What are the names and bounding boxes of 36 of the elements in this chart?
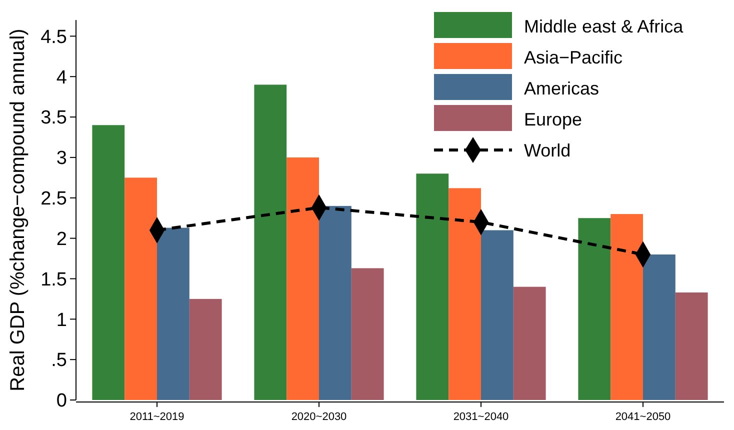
legend-label: World: [524, 140, 571, 160]
bar: [643, 254, 676, 400]
x-tick-label: 2041~2050: [615, 411, 671, 423]
y-tick-label: 2: [56, 228, 67, 250]
y-tick-label: .5: [51, 350, 67, 372]
bar: [675, 292, 708, 400]
bar: [124, 178, 157, 400]
bar: [157, 228, 190, 400]
legend-label: Europe: [524, 109, 582, 130]
y-axis-title: Real GDP (%change−compound annual): [7, 28, 29, 392]
bar: [416, 174, 449, 400]
y-tick-label: 0: [56, 390, 67, 412]
bar: [254, 84, 287, 400]
bar: [189, 298, 222, 400]
bar: [481, 230, 514, 400]
bar: [286, 157, 319, 400]
bar: [610, 214, 643, 400]
y-tick-label: 3: [56, 148, 67, 170]
bar: [513, 286, 546, 400]
bar: [351, 268, 384, 400]
y-tick-label: 3.5: [40, 108, 67, 129]
bar: [578, 218, 611, 400]
legend-label: Americas: [524, 78, 600, 98]
y-tick-label: 4: [56, 67, 68, 88]
x-tick-label: 2011~2019: [130, 411, 184, 423]
bar: [319, 206, 352, 400]
x-tick-label: 2031~2040: [453, 411, 509, 423]
y-tick-label: 1: [56, 310, 67, 331]
y-tick-label: 2.5: [40, 188, 67, 210]
bar: [448, 188, 481, 400]
x-tick-label: 2020~2030: [291, 411, 347, 423]
legend-label: Middle east & Africa: [524, 16, 684, 36]
bar: [92, 125, 125, 400]
legend-label: Asia−Pacific: [524, 47, 623, 68]
y-tick-label: 4.5: [40, 26, 67, 48]
y-tick-label: 1.5: [40, 269, 67, 290]
